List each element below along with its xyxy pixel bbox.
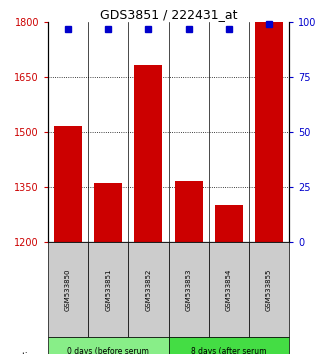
Bar <box>255 22 283 242</box>
Text: GSM533850: GSM533850 <box>65 268 71 311</box>
Text: 0 days (before serum
withdrawal): 0 days (before serum withdrawal) <box>67 347 149 354</box>
Title: GDS3851 / 222431_at: GDS3851 / 222431_at <box>100 8 237 21</box>
Bar <box>94 183 122 242</box>
Text: GSM533853: GSM533853 <box>186 268 192 311</box>
Text: GSM533854: GSM533854 <box>226 268 232 311</box>
Text: GSM533851: GSM533851 <box>105 268 111 311</box>
Text: GSM533852: GSM533852 <box>145 268 152 311</box>
Text: 8 days (after serum
withdrawal): 8 days (after serum withdrawal) <box>191 347 266 354</box>
Bar <box>215 205 243 242</box>
Text: GSM533855: GSM533855 <box>266 268 272 311</box>
Bar <box>175 181 203 242</box>
Bar <box>134 65 162 242</box>
Bar <box>54 126 82 242</box>
Text: time: time <box>22 352 44 354</box>
